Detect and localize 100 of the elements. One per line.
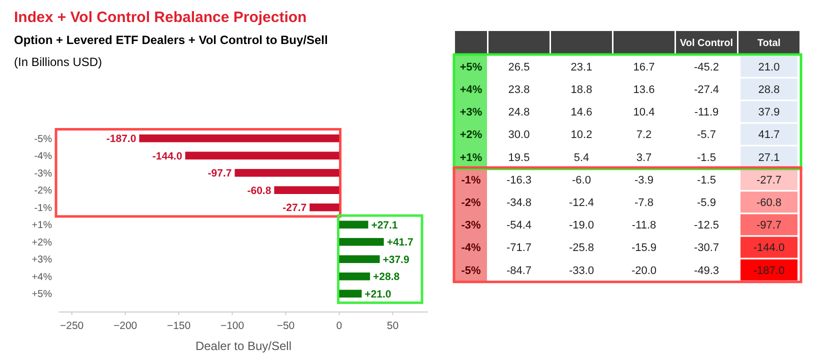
data-label: -84.7	[506, 264, 532, 277]
data-label: -12.5	[694, 220, 720, 232]
y-tick-label: -2%	[34, 186, 52, 197]
x-tick-label: 0	[336, 320, 342, 332]
data-label: +41.7	[386, 236, 414, 249]
y-tick-label: -1%	[461, 174, 481, 186]
data-label: 18.8	[570, 84, 592, 96]
data-label: -5.7	[697, 129, 716, 142]
data-label: -144.0	[152, 150, 182, 162]
bar	[339, 238, 384, 246]
y-tick-label: -4%	[461, 242, 481, 254]
x-tick-label: Total	[757, 38, 781, 49]
data-label: -187.0	[106, 133, 136, 146]
data-label: -97.7	[756, 220, 782, 232]
data-label: -34.8	[506, 196, 532, 209]
chart-subtitle: Option + Levered ETF Dealers + Vol Control to Buy/Sell	[14, 33, 328, 47]
bar	[185, 152, 340, 160]
data-label: -71.7	[506, 242, 532, 254]
y-tick-label: +5%	[32, 289, 52, 300]
data-label: 30.0	[508, 129, 530, 142]
bar	[310, 203, 340, 212]
data-label: 7.2	[636, 129, 652, 142]
data-label: 14.6	[570, 106, 592, 119]
data-label: -144.0	[753, 242, 785, 254]
data-label: 37.9	[758, 106, 780, 119]
y-tick-label: -3%	[461, 220, 481, 232]
x-tick-label: −50	[276, 320, 295, 332]
data-label: 27.1	[758, 152, 780, 164]
y-tick-label: -5%	[461, 264, 481, 277]
data-label: -19.0	[568, 220, 594, 232]
y-tick-label: +4%	[460, 84, 482, 96]
bar	[234, 168, 340, 177]
data-label: -27.4	[694, 84, 720, 96]
y-tick-label: +5%	[460, 61, 482, 74]
data-label: +28.8	[373, 271, 400, 284]
data-label: -16.3	[506, 174, 532, 186]
data-label: -27.7	[282, 202, 307, 214]
data-label: -60.8	[756, 196, 782, 209]
x-tick-label: −250	[60, 320, 84, 332]
x-tick-label: −150	[166, 320, 191, 332]
data-label: 13.6	[633, 84, 655, 96]
data-label: -11.9	[694, 106, 719, 119]
data-label: 19.5	[508, 152, 530, 164]
x-axis-title: Dealer to Buy/Sell	[195, 339, 292, 353]
data-label: -3.9	[634, 174, 654, 186]
bar	[339, 272, 370, 280]
y-tick-label: +3%	[32, 254, 52, 266]
data-label: -187.0	[753, 264, 785, 277]
y-tick-label: +2%	[460, 129, 482, 142]
data-label: -30.7	[694, 242, 720, 254]
bar	[139, 134, 340, 142]
x-tick-label: −100	[220, 320, 244, 332]
data-label: +21.0	[364, 288, 392, 300]
bar	[339, 290, 362, 298]
data-label: -45.2	[694, 61, 720, 74]
data-label: 41.7	[758, 129, 780, 142]
data-label: -54.4	[506, 220, 532, 232]
data-label: 5.4	[574, 152, 590, 164]
x-tick-label: Vol Control	[680, 38, 734, 49]
data-label: -20.0	[631, 264, 657, 277]
data-label: 3.7	[636, 152, 652, 164]
data-label: -5.9	[697, 196, 716, 209]
data-label: +37.9	[382, 254, 410, 266]
text: (In Billions USD)	[14, 55, 102, 69]
data-label: -97.7	[208, 168, 232, 180]
y-tick-label: -1%	[34, 202, 52, 214]
y-tick-label: -3%	[34, 168, 52, 180]
data-label: 24.8	[508, 106, 530, 119]
bar	[339, 255, 380, 264]
data-label: 10.4	[633, 106, 655, 119]
data-label: -7.8	[634, 196, 654, 209]
chart-title: Index + Vol Control Rebalance Projection	[14, 9, 307, 26]
y-tick-label: +3%	[460, 106, 482, 119]
y-tick-label: -2%	[461, 196, 481, 209]
data-label: 23.1	[570, 61, 592, 74]
data-label: 21.0	[758, 61, 780, 74]
data-label: -49.3	[694, 264, 720, 277]
data-label: -12.4	[568, 196, 594, 209]
data-label: 26.5	[508, 61, 530, 74]
data-label: -11.8	[632, 220, 656, 232]
y-tick-label: +2%	[32, 237, 52, 248]
data-label: 10.2	[570, 129, 592, 142]
data-label: -25.8	[568, 242, 594, 254]
data-label: -60.8	[247, 184, 272, 197]
data-label: 16.7	[633, 61, 655, 74]
x-tick-label: 50	[386, 320, 399, 332]
data-label: +27.1	[371, 219, 398, 232]
bar	[339, 220, 368, 229]
y-tick-label: -5%	[34, 134, 52, 145]
data-label: -1.5	[697, 174, 716, 186]
y-tick-label: +1%	[32, 220, 52, 232]
bar	[274, 186, 340, 194]
data-label: -6.0	[572, 174, 591, 186]
x-tick-label: −200	[113, 320, 138, 332]
y-tick-label: +4%	[32, 272, 52, 283]
y-tick-label: -4%	[34, 151, 52, 162]
data-label: -33.0	[568, 264, 594, 277]
data-label: -1.5	[697, 152, 716, 164]
data-label: 28.8	[758, 84, 780, 96]
data-label: -15.9	[631, 242, 657, 254]
